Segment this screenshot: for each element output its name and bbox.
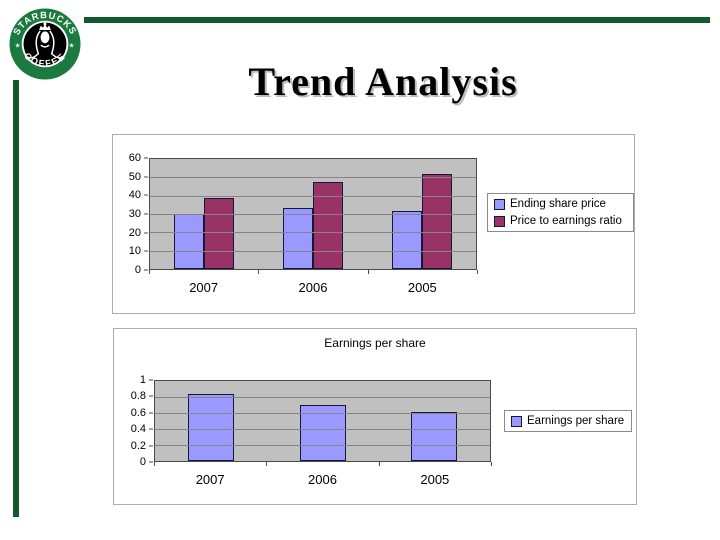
x-category-label: 2007 bbox=[195, 472, 225, 487]
y-tick-mark bbox=[149, 412, 153, 414]
bar bbox=[204, 198, 235, 269]
legend-swatch-icon bbox=[511, 415, 522, 427]
chart-share-price-pe: 60 50 40 30 20 10 0 2007 2006 2005 Ending share … bbox=[112, 134, 635, 314]
y-tick-label: 20 bbox=[128, 226, 141, 239]
bar bbox=[174, 214, 205, 269]
bar-group bbox=[155, 381, 267, 461]
y-tick-mark bbox=[149, 379, 153, 381]
y-tick-label: 0.8 bbox=[130, 390, 146, 403]
legend: Ending share price Price to earnings rati… bbox=[487, 193, 634, 232]
page-title: Trend Analysis bbox=[248, 59, 518, 104]
y-tick-mark bbox=[149, 395, 153, 397]
x-tick-mark bbox=[491, 462, 492, 466]
x-axis-ticks bbox=[149, 270, 478, 274]
legend-swatch-icon bbox=[494, 215, 505, 227]
top-accent-line bbox=[84, 17, 710, 23]
bar-group bbox=[378, 381, 490, 461]
x-axis-labels: 2007 2006 2005 bbox=[149, 280, 477, 295]
gridline bbox=[155, 413, 490, 414]
x-tick-mark bbox=[367, 270, 369, 274]
y-tick-label: 0 bbox=[139, 456, 146, 468]
gridline bbox=[150, 195, 476, 197]
y-tick-label: 0 bbox=[134, 264, 141, 276]
legend-label: Ending share price bbox=[510, 198, 606, 210]
y-tick-mark bbox=[149, 428, 153, 430]
x-axis-labels: 2007 2006 2005 bbox=[154, 472, 491, 487]
gridline bbox=[150, 214, 476, 215]
x-axis-ticks bbox=[154, 462, 492, 466]
y-axis-labels: 60 50 40 30 20 10 0 bbox=[109, 152, 149, 276]
y-tick-mark bbox=[144, 176, 148, 178]
gridline bbox=[150, 177, 476, 179]
starbucks-logo-icon: STARBUCKS COFFEE ★ ★ bbox=[8, 7, 82, 81]
x-tick-mark bbox=[378, 462, 380, 466]
legend-entry: Price to earnings ratio bbox=[494, 215, 627, 227]
bar-groups bbox=[155, 381, 490, 461]
bar-groups bbox=[150, 159, 476, 269]
bar bbox=[299, 405, 346, 461]
plot-area bbox=[149, 158, 477, 270]
y-tick-mark bbox=[144, 194, 148, 196]
bar bbox=[411, 412, 458, 461]
gridline bbox=[155, 445, 490, 446]
y-tick-label: 0.2 bbox=[130, 439, 146, 452]
x-category-label: 2006 bbox=[308, 472, 337, 487]
bar bbox=[283, 207, 313, 269]
y-tick-mark bbox=[144, 157, 148, 159]
y-tick-label: 40 bbox=[128, 189, 141, 202]
legend-swatch-icon bbox=[494, 198, 505, 210]
x-tick-mark bbox=[477, 270, 478, 274]
y-tick-label: 10 bbox=[128, 245, 141, 258]
x-category-label: 2005 bbox=[407, 280, 437, 295]
x-tick-mark bbox=[154, 462, 155, 466]
legend-entry: Ending share price bbox=[494, 198, 627, 210]
legend-entry: Earnings per share bbox=[511, 415, 625, 427]
x-tick-mark bbox=[149, 270, 150, 274]
gridline bbox=[155, 429, 490, 430]
legend: Earnings per share bbox=[504, 410, 632, 432]
y-tick-mark bbox=[144, 250, 148, 252]
siren-figure bbox=[27, 30, 63, 59]
y-tick-mark bbox=[149, 445, 153, 447]
bar bbox=[421, 173, 452, 269]
x-tick-mark bbox=[258, 270, 260, 274]
x-category-label: 2005 bbox=[420, 472, 450, 487]
y-tick-mark bbox=[144, 232, 148, 234]
gridline bbox=[150, 232, 476, 234]
y-tick-mark bbox=[144, 269, 148, 271]
bar bbox=[187, 393, 234, 461]
y-tick-label: 60 bbox=[128, 152, 141, 164]
y-tick-label: 30 bbox=[128, 208, 141, 220]
y-tick-label: 0.4 bbox=[130, 423, 146, 436]
y-tick-mark bbox=[144, 213, 148, 215]
legend-label: Earnings per share bbox=[527, 415, 625, 427]
x-tick-mark bbox=[266, 462, 268, 466]
y-tick-label: 0.6 bbox=[130, 406, 146, 419]
bar bbox=[391, 211, 422, 269]
x-category-label: 2006 bbox=[298, 280, 328, 295]
gridline bbox=[150, 250, 476, 252]
siren-face-crown bbox=[39, 22, 51, 44]
y-tick-label: 1 bbox=[139, 374, 146, 386]
logo-star-right: ★ bbox=[69, 42, 75, 50]
x-category-label: 2007 bbox=[189, 280, 219, 295]
plot-area bbox=[154, 380, 491, 462]
left-accent-line bbox=[13, 80, 19, 517]
bar-group bbox=[367, 159, 476, 269]
chart-earnings-per-share: Earnings per share 1 0.8 0.6 0.4 0.2 0 2007 20… bbox=[113, 328, 637, 505]
chart-title: Earnings per share bbox=[324, 336, 426, 350]
gridline bbox=[155, 397, 490, 398]
y-tick-mark bbox=[149, 461, 153, 463]
legend-label: Price to earnings ratio bbox=[510, 215, 622, 227]
logo-star-left: ★ bbox=[15, 42, 21, 50]
y-axis-labels: 1 0.8 0.6 0.4 0.2 0 bbox=[114, 374, 154, 468]
y-tick-label: 50 bbox=[128, 170, 141, 183]
bar-group bbox=[267, 381, 379, 461]
